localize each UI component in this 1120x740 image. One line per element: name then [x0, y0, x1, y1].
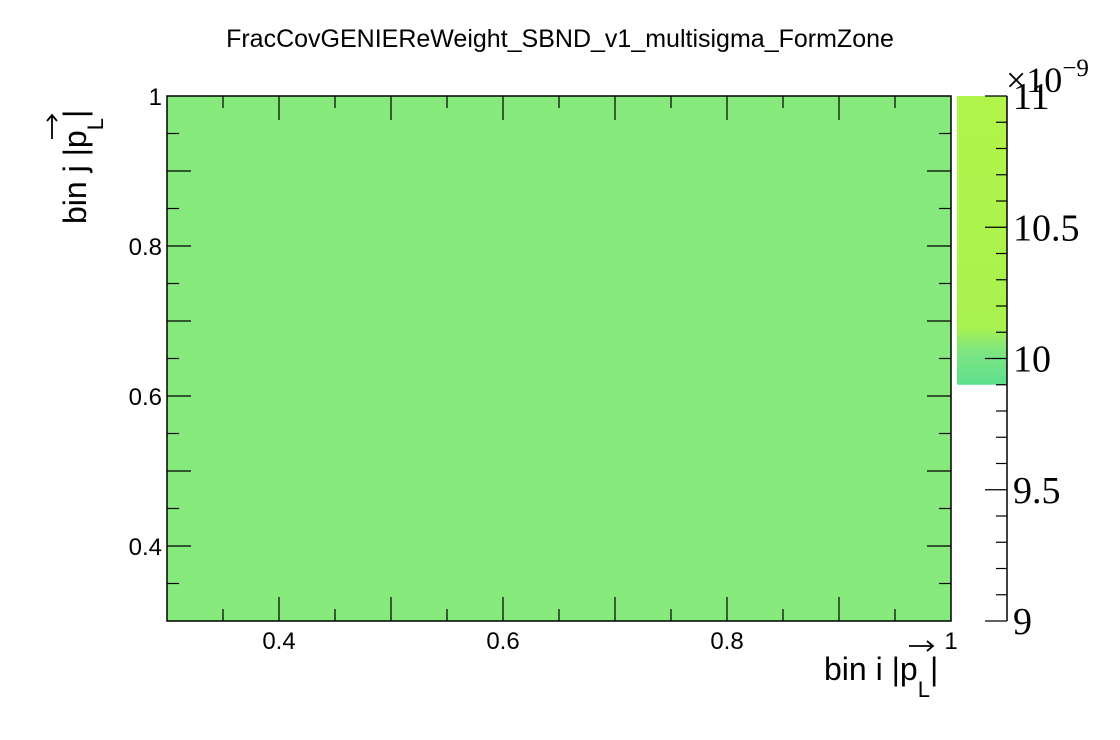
x-tick-label: 0.6: [486, 628, 519, 655]
y-axis-label: bin j |pL|: [57, 110, 108, 224]
y-label-vector-arrow: [46, 113, 58, 139]
color-scale-multiplier: ×10−9: [1006, 55, 1089, 100]
x-tick-label: 0.8: [710, 628, 743, 655]
x-axis-label-prefix: bin i |: [824, 651, 900, 687]
color-scale: [957, 96, 1007, 385]
y-axis-label-sub: L: [83, 118, 108, 130]
color-scale-multiplier-base: ×10: [1006, 60, 1062, 100]
y-axis-label-suffix: |: [57, 110, 93, 118]
color-scale-tick-label: 10: [1013, 339, 1051, 381]
x-axis-label-suffix: |: [930, 651, 938, 687]
color-scale-tick-label: 11: [1013, 76, 1050, 118]
x-label-vector-arrow: [909, 640, 935, 652]
x-tick-label: 0.4: [262, 628, 295, 655]
plot-area: [167, 96, 951, 621]
y-axis: 0.4 0.6 0.8 1: [129, 84, 951, 585]
y-tick-label: 0.4: [129, 534, 162, 561]
chart-title: FracCovGENIEReWeight_SBND_v1_multisigma_…: [226, 25, 894, 53]
color-scale-tick-label: 9: [1013, 601, 1032, 643]
color-scale-multiplier-exponent: −9: [1062, 55, 1089, 82]
y-tick-label: 1: [149, 84, 162, 111]
color-scale-axis: 9 9.5 10 10.5 11: [985, 76, 1080, 643]
color-scale-fill: [957, 96, 1007, 385]
x-axis: 0.4 0.6 0.8 1: [222, 96, 958, 655]
x-axis-label-sub: L: [918, 677, 930, 702]
y-axis-label-var: p: [57, 130, 93, 148]
color-scale-tick-label: 10.5: [1013, 207, 1080, 249]
y-axis-label-prefix: bin j |: [57, 148, 93, 224]
y-tick-label: 0.6: [129, 384, 162, 411]
color-scale-tick-label: 9.5: [1013, 470, 1061, 512]
x-axis-label: bin i |pL|: [824, 651, 938, 702]
heatmap-cell: [167, 96, 951, 621]
y-tick-label: 0.8: [129, 234, 162, 261]
x-axis-label-var: p: [900, 651, 918, 687]
x-tick-label: 1: [944, 628, 957, 655]
